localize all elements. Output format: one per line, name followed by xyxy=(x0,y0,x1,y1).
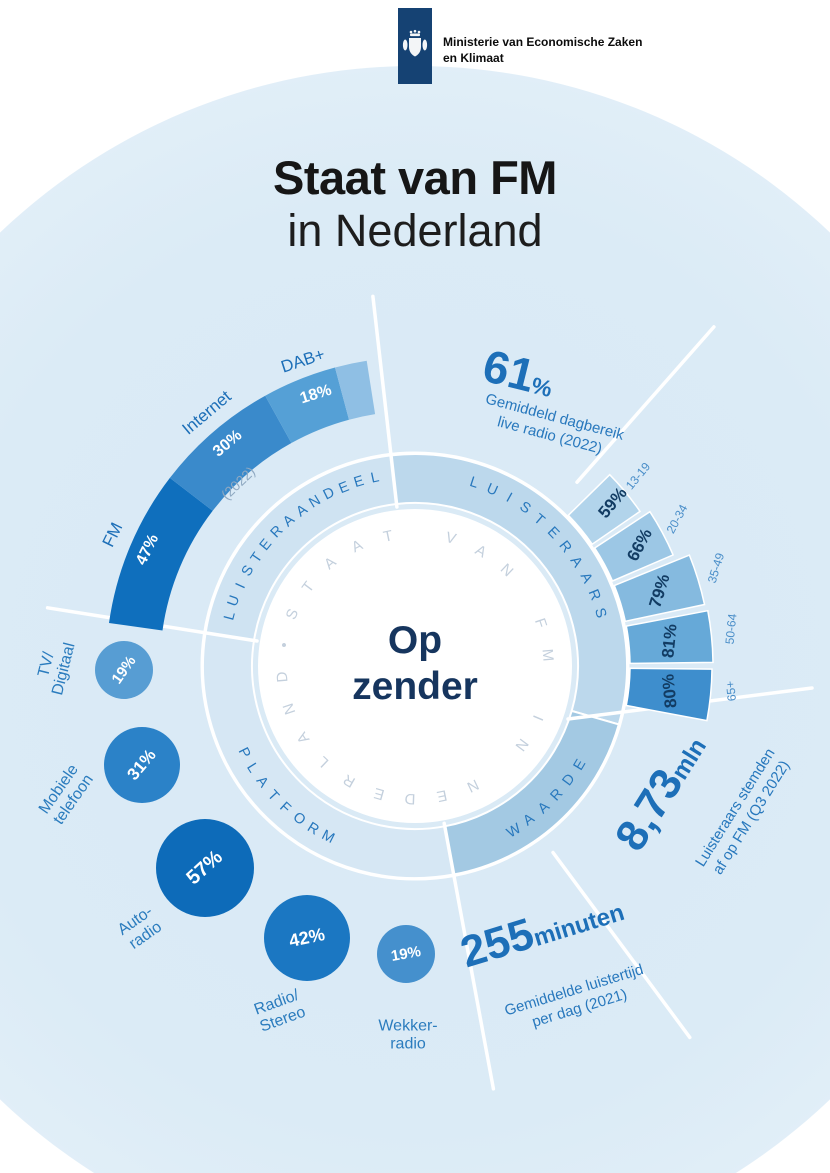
ring-outline-circle xyxy=(200,451,630,881)
age-group-name: 13-19 xyxy=(622,459,653,493)
ring-label-luisteraars-char: S xyxy=(590,606,609,620)
age-bar-value: 59% xyxy=(593,483,631,523)
age-group-name: 65+ xyxy=(723,680,739,703)
center-ring-text-char: • xyxy=(274,641,293,650)
bubble-value: 19% xyxy=(389,943,423,965)
arc-segment-value: 47% xyxy=(132,531,163,568)
center-line1: Op xyxy=(387,618,443,662)
waarde-unit: minuten xyxy=(530,898,628,953)
bubble-mobiele xyxy=(104,727,180,803)
government-header: Ministerie van Economische Zaken en Klim… xyxy=(0,0,830,92)
center-ring-text-char: L xyxy=(314,753,333,772)
center-ring-text-char: R xyxy=(340,771,358,792)
center-line2: zender xyxy=(352,665,478,708)
divider-line-3 xyxy=(551,850,692,1040)
age-bar-value: 81% xyxy=(658,622,681,659)
rijksoverheid-logo xyxy=(398,8,432,84)
center-label: Op zender xyxy=(352,618,478,710)
dagbereik-caption: Gemiddeld dagbereik live radio (2022) xyxy=(478,390,626,463)
arc-segment-name: FM xyxy=(98,519,127,550)
bubble-value: 19% xyxy=(108,652,140,688)
age-group-name: 20-34 xyxy=(664,501,691,536)
bubble-name: TV/Digitaal xyxy=(32,637,81,698)
center-ring-text-char: A xyxy=(293,728,313,747)
bubble-auto xyxy=(156,819,254,917)
arc-segment-FM xyxy=(109,477,213,631)
bubble-name: Wekker-radio xyxy=(378,1018,437,1055)
age-bar-13-19 xyxy=(567,473,642,546)
arc-segment-name: DAB+ xyxy=(278,344,328,377)
center-ring-text-char: A xyxy=(349,536,366,556)
bubble-value: 31% xyxy=(123,745,160,784)
center-ring-text-char: E xyxy=(435,786,449,806)
bubble-wekker xyxy=(377,925,435,983)
arc-segment-DAB+ xyxy=(265,367,349,443)
center-ring-text-char: N xyxy=(279,700,299,717)
ministry-name: Ministerie van Economische Zaken en Klim… xyxy=(443,34,642,66)
ring-label-luisteraandeel-char: L xyxy=(369,469,381,487)
divider-line-0 xyxy=(371,294,399,509)
center-ring-text-char: T xyxy=(381,526,395,546)
age-bar-20-34 xyxy=(593,510,675,582)
waarde-stat-0: 8,73mln xyxy=(606,724,716,859)
age-bar-35-49 xyxy=(613,554,706,623)
bubble-value: 57% xyxy=(182,846,227,890)
arc-segment-value: 18% xyxy=(298,381,334,408)
bubble-name-4-line1: Wekker- xyxy=(378,1017,438,1035)
bubble-name: Radio/Stereo xyxy=(252,987,309,1038)
bubble-radio xyxy=(264,895,350,981)
age-bar-value: 80% xyxy=(658,673,681,709)
waarde-caption-0: Luisteraars stemden af op FM (Q3 2022) xyxy=(692,745,796,880)
age-bar-65+ xyxy=(625,667,713,722)
bubble-value: 42% xyxy=(287,923,327,952)
center-ring-text-char: D xyxy=(273,671,292,684)
center-ring-text-char: N xyxy=(496,559,517,580)
arc-segment-value: 30% xyxy=(209,426,246,461)
center-ring-text-char: A xyxy=(321,553,340,574)
age-group-name: 50-64 xyxy=(722,612,740,645)
bubble-name: Auto-radio xyxy=(115,903,167,955)
center-ring-text-char: T xyxy=(298,577,318,596)
age-bar-50-64 xyxy=(625,609,714,665)
waarde-value: 255 xyxy=(454,909,540,978)
divider-line-4 xyxy=(442,821,496,1091)
age-bar-value: 79% xyxy=(645,571,674,611)
bubble-tv xyxy=(95,641,153,699)
coat-of-arms-icon xyxy=(402,29,428,57)
center-ring-text-char: M xyxy=(538,647,557,662)
center-ring-text-char: I xyxy=(528,712,547,723)
ministry-line1: Ministerie van Economische Zaken xyxy=(443,35,643,49)
center-ring-text-char: E xyxy=(371,784,386,804)
ministry-line2: en Klimaat xyxy=(443,51,504,66)
waarde-caption-1: Gemiddelde luistertijd per dag (2021) xyxy=(503,961,652,1039)
waarde-stat-1: 255minuten xyxy=(455,882,629,979)
center-ring-text-char: N xyxy=(511,736,532,755)
divider-line-2 xyxy=(575,325,716,484)
center-ring-text-char: V xyxy=(444,528,459,548)
center-ring-text-char: N xyxy=(463,775,482,796)
arc-segment-rest xyxy=(335,360,376,420)
center-ring-text-char: F xyxy=(531,616,551,631)
luisteraandeel-year-note: (2022) xyxy=(217,463,259,503)
title-line1: Staat van FM xyxy=(273,151,557,204)
center-ring-text-char: A xyxy=(472,540,490,561)
center-disc xyxy=(258,509,572,823)
title-line2: in Nederland xyxy=(287,205,543,256)
age-bar-value: 66% xyxy=(623,524,657,564)
page-title: Staat van FM in Nederland xyxy=(0,150,830,257)
bubble-name-4-line2: radio xyxy=(390,1036,426,1053)
dagbereik-unit: % xyxy=(528,371,555,403)
center-ring-text-char: D xyxy=(404,790,416,808)
arc-segment-Internet xyxy=(169,395,292,511)
center-ring-text-char: S xyxy=(282,606,303,623)
bubble-name: Mobiele telefoon xyxy=(36,761,99,829)
age-group-name: 35-49 xyxy=(704,551,727,586)
